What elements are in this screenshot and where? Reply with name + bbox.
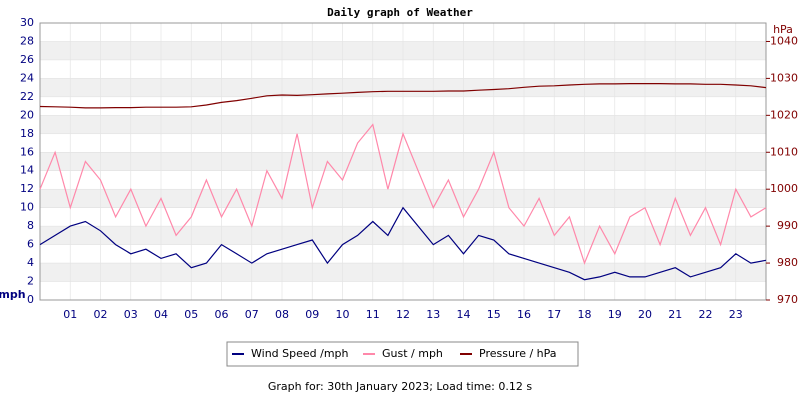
y2-axis-label: hPa — [773, 23, 793, 36]
y2-tick-label: 980 — [777, 256, 798, 269]
x-tick-label: 13 — [426, 308, 440, 321]
y-tick-label: 0 — [27, 293, 34, 306]
y-tick-label: 16 — [20, 145, 34, 158]
x-tick-label: 14 — [457, 308, 471, 321]
y-tick-label: 20 — [20, 108, 34, 121]
y-tick-label: 18 — [20, 127, 34, 140]
x-tick-label: 16 — [517, 308, 531, 321]
x-tick-label: 22 — [699, 308, 713, 321]
y-tick-label: 14 — [20, 164, 34, 177]
y-tick-label: 8 — [27, 219, 34, 232]
x-tick-label: 20 — [638, 308, 652, 321]
y2-tick-label: 1000 — [770, 182, 798, 195]
y2-tick-label: 970 — [777, 293, 798, 306]
y-tick-label: 30 — [20, 16, 34, 29]
y-tick-label: 12 — [20, 182, 34, 195]
x-tick-label: 09 — [305, 308, 319, 321]
x-tick-label: 06 — [215, 308, 229, 321]
y2-tick-label: 1020 — [770, 108, 798, 121]
x-tick-label: 03 — [124, 308, 138, 321]
y-tick-label: 24 — [20, 71, 34, 84]
legend-label: Gust / mph — [382, 347, 443, 360]
x-tick-label: 19 — [608, 308, 622, 321]
x-tick-label: 11 — [366, 308, 380, 321]
x-tick-label: 15 — [487, 308, 501, 321]
y-tick-label: 26 — [20, 53, 34, 66]
x-tick-label: 21 — [668, 308, 682, 321]
y-tick-label: 22 — [20, 90, 34, 103]
y-tick-label: 10 — [20, 201, 34, 214]
chart-title: Daily graph of Weather — [327, 6, 473, 19]
x-tick-label: 23 — [729, 308, 743, 321]
y2-tick-label: 1040 — [770, 34, 798, 47]
y-axis-label: mph — [0, 288, 26, 301]
y-tick-label: 28 — [20, 34, 34, 47]
y-tick-label: 4 — [27, 256, 34, 269]
series-line — [39, 123, 767, 265]
series-line — [39, 206, 767, 281]
x-tick-label: 17 — [547, 308, 561, 321]
x-tick-label: 04 — [154, 308, 168, 321]
legend — [226, 341, 579, 367]
x-tick-label: 02 — [94, 308, 108, 321]
x-tick-label: 07 — [245, 308, 259, 321]
y-tick-label: 6 — [27, 238, 34, 251]
x-tick-label: 08 — [275, 308, 289, 321]
x-tick-label: 05 — [184, 308, 198, 321]
plot-frame — [39, 22, 767, 301]
y-tick-label: 2 — [27, 275, 34, 288]
y2-tick-label: 1030 — [770, 71, 798, 84]
x-tick-label: 12 — [396, 308, 410, 321]
x-tick-label: 10 — [336, 308, 350, 321]
y2-tick-label: 1010 — [770, 145, 798, 158]
y2-tick-label: 990 — [777, 219, 798, 232]
x-tick-label: 01 — [63, 308, 77, 321]
footer: Graph for: 30th January 2023; Load time:… — [268, 380, 532, 393]
plot-area — [39, 22, 767, 301]
legend-label: Pressure / hPa — [479, 347, 557, 360]
x-tick-label: 18 — [578, 308, 592, 321]
series-line — [39, 83, 767, 109]
legend-label: Wind Speed /mph — [251, 347, 349, 360]
